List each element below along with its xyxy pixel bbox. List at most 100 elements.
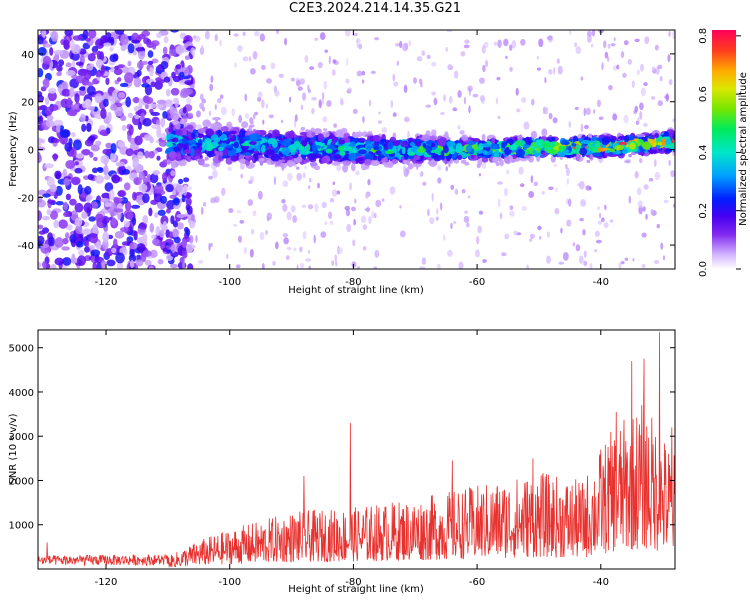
heatmap-cell xyxy=(353,218,356,226)
heatmap-cell xyxy=(149,66,154,77)
heatmap-cell xyxy=(539,235,542,240)
heatmap-cell xyxy=(322,128,328,132)
heatmap-cell xyxy=(467,195,471,199)
heatmap-cell xyxy=(82,228,92,235)
heatmap-cell xyxy=(266,149,275,155)
heatmap-cell xyxy=(271,131,276,138)
heatmap-cell xyxy=(266,78,272,84)
heatmap-cell xyxy=(309,161,318,167)
heatmap-cell xyxy=(314,203,319,213)
heatmap-cell xyxy=(459,130,465,135)
heatmap-cell xyxy=(643,184,649,190)
heatmap-cell xyxy=(166,141,173,148)
heatmap-x-label: Height of straight line (km) xyxy=(288,285,424,296)
heatmap-cell xyxy=(38,224,44,230)
heatmap-cell xyxy=(542,106,546,115)
heatmap-cell xyxy=(123,220,131,228)
heatmap-cell xyxy=(299,131,308,136)
heatmap-cell xyxy=(248,124,253,132)
heatmap-cell xyxy=(548,186,554,191)
heatmap-cell xyxy=(370,70,376,74)
heatmap-cell xyxy=(499,212,503,220)
heatmap-cell xyxy=(351,163,356,172)
heatmap-cell xyxy=(144,259,152,266)
heatmap-cell xyxy=(366,206,370,213)
heatmap-cell xyxy=(169,105,176,116)
heatmap-cell xyxy=(405,166,410,175)
heatmap-cell xyxy=(351,206,356,212)
heatmap-cell xyxy=(147,60,154,65)
heatmap-cell xyxy=(304,55,309,63)
heatmap-cell xyxy=(111,174,121,184)
heatmap-cell xyxy=(589,263,593,269)
heatmap-cell xyxy=(648,177,654,182)
heatmap-cell xyxy=(75,61,84,66)
heatmap-cell xyxy=(532,149,537,154)
heatmap-cell xyxy=(309,66,315,70)
heatmap-cell xyxy=(509,66,513,72)
heatmap-cell xyxy=(219,39,222,47)
heatmap-cell xyxy=(637,151,645,156)
heatmap-cell xyxy=(56,123,61,133)
heatmap-cell xyxy=(42,193,51,198)
heatmap-cell xyxy=(296,166,300,170)
heatmap-cell xyxy=(305,258,312,262)
heatmap-cell xyxy=(217,97,222,104)
heatmap-cell xyxy=(375,199,382,208)
heatmap-cell xyxy=(156,155,161,161)
heatmap-cell xyxy=(109,66,115,73)
heatmap-cell xyxy=(346,58,349,66)
heatmap-cell xyxy=(239,219,245,224)
heatmap-cell xyxy=(286,211,292,221)
heatmap-cell xyxy=(75,75,85,84)
heatmap-cell xyxy=(360,215,367,224)
heatmap-cell xyxy=(562,141,570,145)
heatmap-cell xyxy=(591,30,596,37)
heatmap-cell xyxy=(333,123,338,128)
heatmap-cell xyxy=(545,146,552,151)
heatmap-panel: -120 -100 -80 -60 -40 -40 -20 0 20 40 Height of … xyxy=(8,29,676,296)
heatmap-cell xyxy=(318,99,322,109)
heatmap-cell xyxy=(38,152,41,163)
heatmap-cell xyxy=(518,166,524,175)
heatmap-cell xyxy=(331,69,336,76)
heatmap-cell xyxy=(101,91,110,103)
heatmap-y-label: Frequency (Hz) xyxy=(8,111,19,187)
heatmap-cell xyxy=(651,66,656,71)
heatmap-cell xyxy=(402,165,407,172)
heatmap-cell xyxy=(168,127,174,133)
heatmap-cell xyxy=(335,129,344,138)
heatmap-cell xyxy=(38,230,46,235)
heatmap-cell xyxy=(252,210,257,217)
heatmap-cell xyxy=(58,59,65,67)
heatmap-cell xyxy=(403,84,408,93)
heatmap-cell xyxy=(144,150,150,159)
heatmap-cell xyxy=(642,142,652,150)
heatmap-cell xyxy=(127,112,134,119)
heatmap-cell xyxy=(249,133,257,141)
heatmap-cell xyxy=(150,249,158,258)
heatmap-cell xyxy=(71,253,76,264)
heatmap-cell xyxy=(503,187,508,197)
heatmap-cell xyxy=(331,136,337,146)
heatmap-cell xyxy=(482,64,486,73)
heatmap-cell xyxy=(443,146,449,154)
heatmap-cell xyxy=(162,46,168,55)
heatmap-cell xyxy=(187,112,194,117)
heatmap-cell xyxy=(415,141,422,147)
heatmap-cell xyxy=(521,205,527,211)
heatmap-cell xyxy=(257,96,262,102)
heatmap-cell xyxy=(364,158,372,166)
heatmap-cell xyxy=(648,149,658,154)
heatmap-cell xyxy=(583,107,586,117)
heatmap-cell xyxy=(544,77,547,84)
heatmap-cell xyxy=(300,126,306,131)
heatmap-cell xyxy=(307,153,316,161)
heatmap-cell xyxy=(186,158,191,163)
heatmap-cell xyxy=(233,33,239,37)
heatmap-cell xyxy=(273,176,276,186)
heatmap-cell xyxy=(343,145,349,152)
x-tick-label: -40 xyxy=(593,577,609,588)
heatmap-cell xyxy=(314,165,321,171)
heatmap-cell xyxy=(69,198,77,206)
